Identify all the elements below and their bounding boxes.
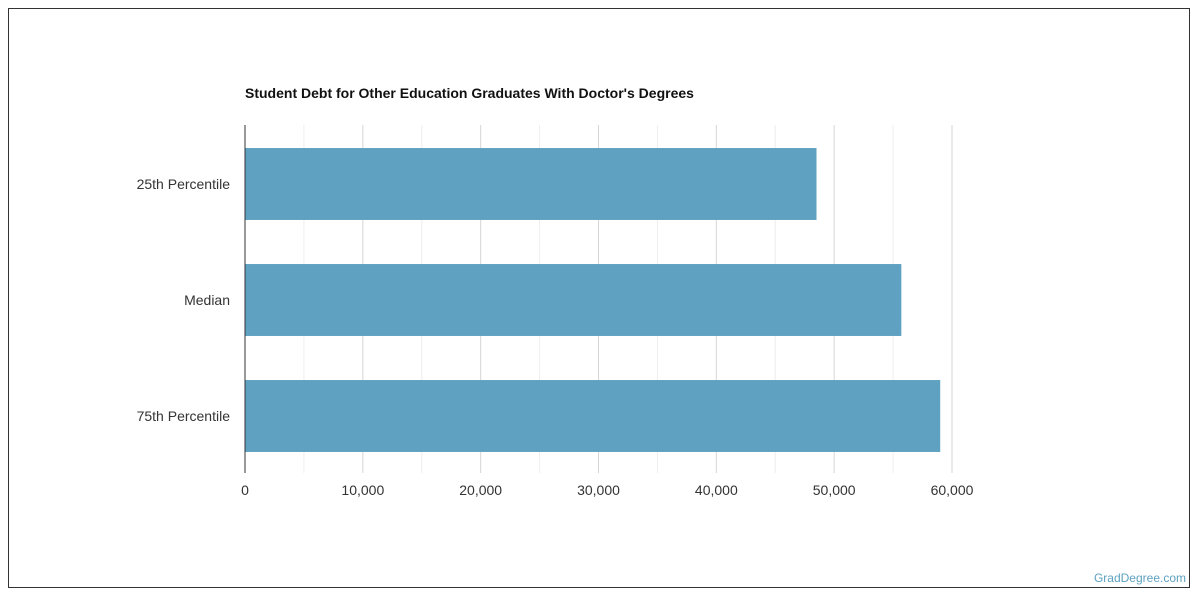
category-label: 25th Percentile	[137, 176, 231, 192]
x-tick-label: 40,000	[695, 482, 738, 498]
x-tick-label: 20,000	[459, 482, 502, 498]
x-tick-label: 10,000	[341, 482, 384, 498]
bar	[245, 148, 817, 220]
category-label: Median	[184, 292, 230, 308]
bar	[245, 264, 902, 336]
category-label: 75th Percentile	[137, 408, 231, 424]
x-tick-label: 50,000	[813, 482, 856, 498]
source-credit: GradDegree.com	[1093, 571, 1186, 585]
x-tick-label: 0	[241, 482, 249, 498]
x-tick-label: 60,000	[931, 482, 974, 498]
x-tick-label: 30,000	[577, 482, 620, 498]
bar	[245, 380, 941, 452]
chart-title: Student Debt for Other Education Graduat…	[245, 85, 694, 101]
